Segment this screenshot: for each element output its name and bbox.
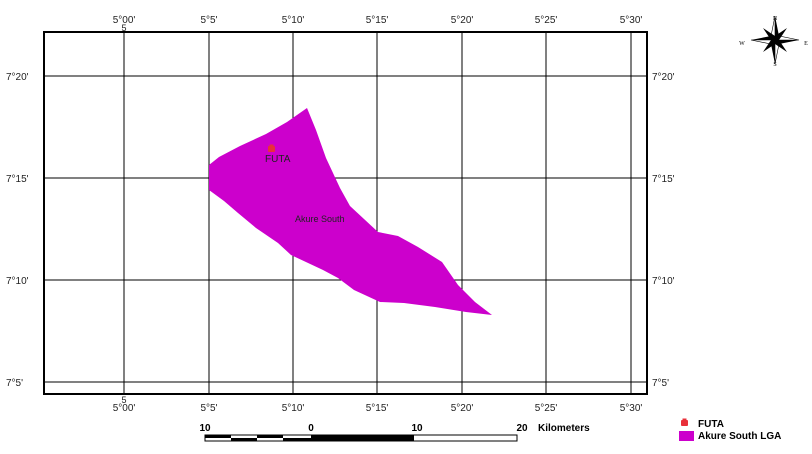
scale-bar-unit: Kilometers bbox=[538, 423, 590, 434]
compass-east-label: E bbox=[804, 41, 808, 47]
akure-south-region[interactable] bbox=[209, 108, 492, 315]
scale-bar-label: 10 bbox=[411, 423, 423, 434]
futa-marker-icon bbox=[268, 146, 275, 152]
scale-bar-label: 20 bbox=[516, 423, 528, 434]
scale-bar-segment bbox=[283, 438, 311, 441]
compass-south-label: S bbox=[773, 62, 776, 68]
scale-bar-segment bbox=[205, 435, 231, 438]
campus-marker-roof bbox=[682, 418, 687, 421]
lon-label-top: 5°00' bbox=[113, 15, 136, 26]
compass-rose-icon bbox=[750, 15, 800, 65]
lon-label-top: 5°10' bbox=[282, 15, 305, 26]
lon-label-bottom: 5°20' bbox=[451, 403, 474, 414]
lon-label-top: 5°25' bbox=[535, 15, 558, 26]
futa-point-marker[interactable] bbox=[268, 144, 275, 153]
region-swatch bbox=[679, 431, 694, 441]
lat-label-right: 7°5' bbox=[652, 378, 669, 389]
scale-bar-segment bbox=[311, 435, 414, 441]
bottom-longitude-labels: 5°00' 5°5' 5°10' 5°15' 5°20' 5°25' 5°30' bbox=[113, 403, 643, 414]
legend-item-akure-south: Akure South LGA bbox=[679, 431, 781, 442]
lat-label-right: 7°15' bbox=[652, 174, 675, 185]
zone-label-bottom: 5 bbox=[121, 395, 126, 405]
lat-label-left: 7°10' bbox=[6, 276, 29, 287]
legend: FUTA Akure South LGA bbox=[679, 418, 781, 442]
legend-item-futa: FUTA bbox=[681, 418, 724, 430]
lat-label-left: 7°5' bbox=[6, 378, 23, 389]
region-map-label: Akure South bbox=[295, 214, 345, 224]
lat-label-left: 7°15' bbox=[6, 174, 29, 185]
scale-bar-labels: 10 0 10 20 bbox=[199, 423, 528, 434]
lon-label-bottom: 5°30' bbox=[620, 403, 643, 414]
lon-label-bottom: 5°00' bbox=[113, 403, 136, 414]
lon-label-bottom: 5°10' bbox=[282, 403, 305, 414]
scale-bar bbox=[204, 434, 518, 442]
lat-label-right: 7°20' bbox=[652, 72, 675, 83]
lon-label-top: 5°15' bbox=[366, 15, 389, 26]
lon-label-top: 5°30' bbox=[620, 15, 643, 26]
lat-label-left: 7°20' bbox=[6, 72, 29, 83]
lon-label-top: 5°20' bbox=[451, 15, 474, 26]
lon-label-top: 5°5' bbox=[200, 15, 217, 26]
legend-label: Akure South LGA bbox=[698, 431, 781, 442]
campus-marker-icon bbox=[681, 420, 688, 426]
scale-bar-segment bbox=[231, 438, 257, 441]
right-latitude-labels: 7°20' 7°15' 7°10' 7°5' bbox=[652, 72, 675, 389]
top-longitude-labels: 5°00' 5°5' 5°10' 5°15' 5°20' 5°25' 5°30' bbox=[113, 15, 643, 26]
compass-north-label: N bbox=[773, 16, 778, 22]
lon-label-bottom: 5°25' bbox=[535, 403, 558, 414]
scale-bar-label: 10 bbox=[199, 423, 211, 434]
futa-marker-roof bbox=[269, 144, 274, 147]
legend-label: FUTA bbox=[698, 419, 724, 430]
compass-west-label: W bbox=[739, 41, 745, 47]
futa-map-label: FUTA bbox=[265, 154, 291, 165]
lon-label-bottom: 5°5' bbox=[200, 403, 217, 414]
left-latitude-labels: 7°20' 7°15' 7°10' 7°5' bbox=[6, 72, 29, 389]
zone-label-top: 5 bbox=[121, 23, 126, 33]
lon-label-bottom: 5°15' bbox=[366, 403, 389, 414]
scale-bar-label: 0 bbox=[308, 423, 314, 434]
scale-bar-segment bbox=[257, 435, 283, 438]
lat-label-right: 7°10' bbox=[652, 276, 675, 287]
